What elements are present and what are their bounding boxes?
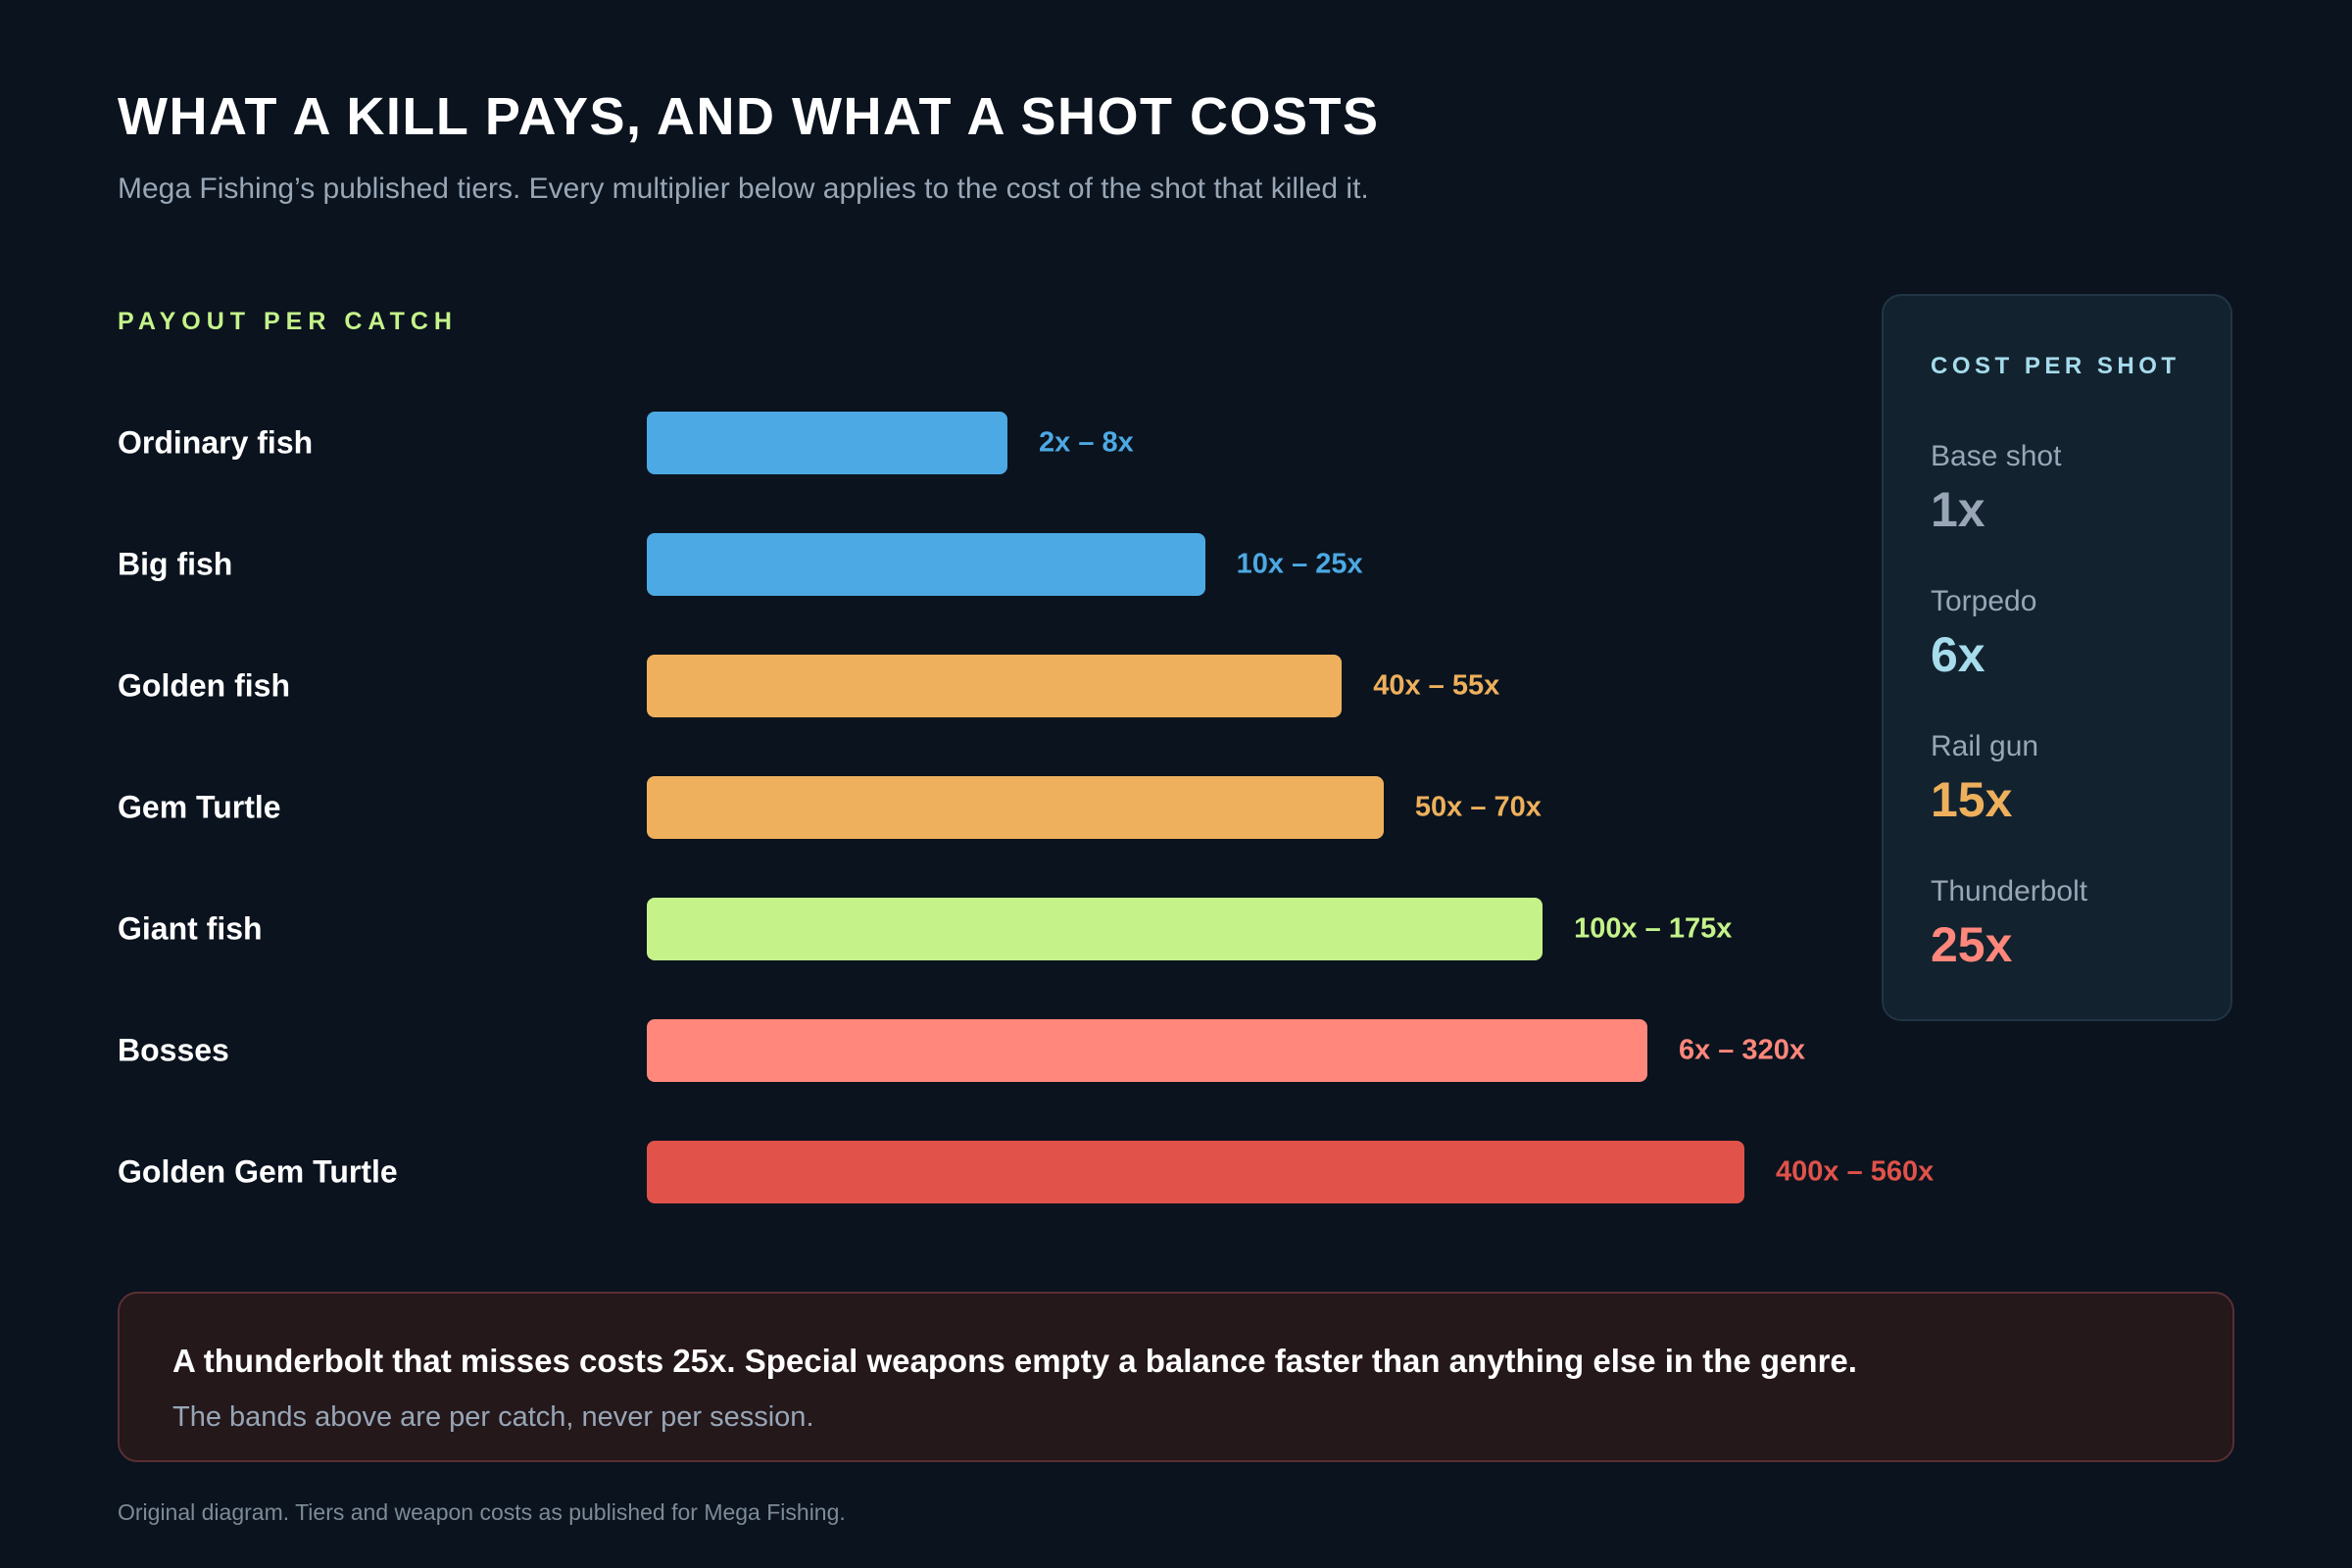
bar-value-label: 6x – 320x — [1678, 1034, 1805, 1066]
cost-item-value: 15x — [1931, 772, 2013, 827]
note-headline: A thunderbolt that misses costs 25x. Spe… — [172, 1343, 1857, 1379]
bar-value-label: 50x – 70x — [1414, 791, 1542, 823]
bar-category-label: Gem Turtle — [118, 789, 281, 825]
cost-item-torpedo: Torpedo 6x — [1931, 584, 2036, 684]
payout-bar — [647, 533, 1205, 596]
cost-item-value: 6x — [1931, 627, 1985, 682]
footer-source-note: Original diagram. Tiers and weapon costs… — [118, 1499, 846, 1525]
bar-category-label: Golden Gem Turtle — [118, 1153, 398, 1190]
bar-value-label: 400x – 560x — [1776, 1155, 1935, 1188]
cost-item-name: Base shot — [1931, 440, 2062, 472]
cost-item-base-shot: Base shot 1x — [1931, 439, 2061, 539]
payout-bar — [647, 776, 1384, 839]
payout-bar — [647, 412, 1007, 474]
cost-panel-title: COST PER SHOT — [1931, 353, 2180, 379]
bar-value-label: 10x – 25x — [1236, 548, 1363, 580]
bar-value-label: 40x – 55x — [1373, 669, 1500, 702]
warning-note: A thunderbolt that misses costs 25x. Spe… — [118, 1292, 2234, 1462]
cost-item-name: Thunderbolt — [1931, 875, 2088, 907]
payout-section-label: PAYOUT PER CATCH — [118, 308, 458, 335]
payout-bar — [647, 1141, 1744, 1203]
payout-bar — [647, 655, 1343, 717]
bar-value-label: 2x – 8x — [1039, 426, 1134, 459]
cost-item-rail-gun: Rail gun 15x — [1931, 729, 2038, 829]
bar-value-label: 100x – 175x — [1574, 912, 1733, 945]
cost-item-name: Rail gun — [1931, 730, 2039, 762]
page-title: WHAT A KILL PAYS, AND WHAT A SHOT COSTS — [118, 87, 1380, 146]
note-body: The bands above are per catch, never per… — [172, 1401, 814, 1433]
bar-category-label: Ordinary fish — [118, 424, 314, 461]
bar-category-label: Bosses — [118, 1032, 229, 1068]
cost-item-thunderbolt: Thunderbolt 25x — [1931, 874, 2087, 974]
bar-category-label: Golden fish — [118, 667, 290, 704]
bar-category-label: Giant fish — [118, 910, 263, 947]
cost-item-name: Torpedo — [1931, 585, 2037, 617]
page-subtitle: Mega Fishing’s published tiers. Every mu… — [118, 172, 1369, 205]
bar-category-label: Big fish — [118, 546, 233, 582]
payout-bar — [647, 898, 1544, 960]
cost-item-value: 1x — [1931, 482, 1985, 537]
cost-per-shot-panel: COST PER SHOT Base shot 1x Torpedo 6x Ra… — [1882, 294, 2232, 1021]
cost-item-value: 25x — [1931, 917, 2013, 972]
payout-bar — [647, 1019, 1647, 1082]
